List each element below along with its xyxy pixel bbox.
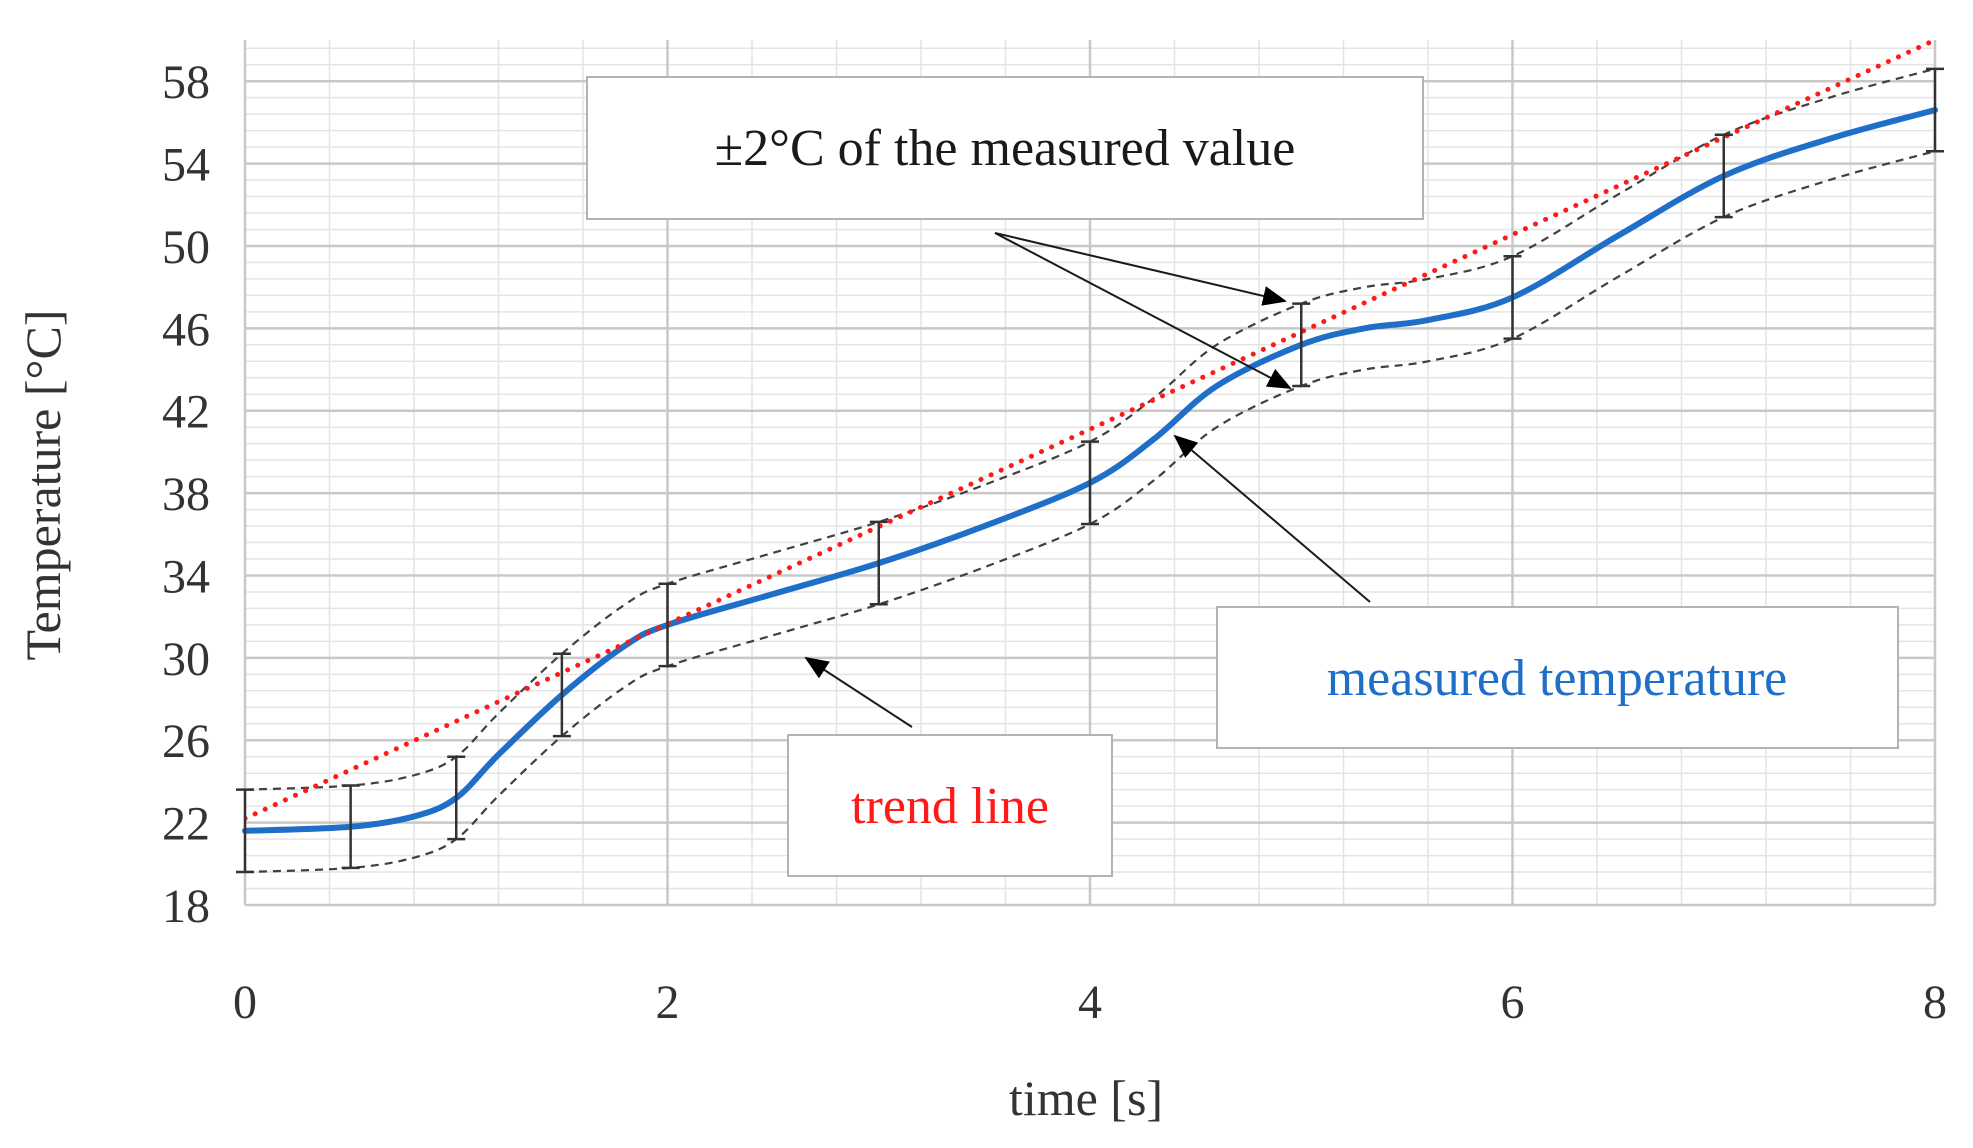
- measured-annotation: measured temperature: [1173, 434, 1899, 749]
- y-axis-title: Temperature [°C]: [15, 309, 71, 660]
- error-bar: [552, 652, 571, 738]
- y-tick-label: 38: [162, 468, 210, 521]
- error-bar: [236, 788, 254, 874]
- error-band-arrow-upper: [994, 232, 1287, 306]
- error-bar: [1081, 440, 1099, 526]
- series-line-trend: [245, 37, 1935, 821]
- error-bar: [1503, 255, 1522, 340]
- y-tick-label: 18: [162, 880, 210, 933]
- y-tick-label: 30: [162, 633, 210, 686]
- y-tick-labels: 18 22 26 30 34 38 42 46 50 54 58: [162, 56, 210, 933]
- error-bar: [1926, 67, 1944, 153]
- error-band-label: ±2°C of the measured value: [715, 120, 1296, 177]
- measured-label-box: [1216, 606, 1899, 749]
- x-axis-title: time [s]: [1009, 1070, 1163, 1126]
- error-band-label-box: [586, 76, 1424, 220]
- x-tick-label: 4: [1078, 976, 1102, 1029]
- trend-label-box: [787, 734, 1113, 877]
- error-bar: [341, 784, 360, 870]
- y-tick-label: 42: [162, 386, 210, 439]
- error-bar: [658, 582, 677, 668]
- error-band: [244, 67, 1936, 874]
- error-bar: [869, 520, 888, 606]
- series-line-measured: [242, 107, 1938, 834]
- error-band-annotation: ±2°C of the measured value: [586, 76, 1424, 389]
- error-bars: [236, 67, 1944, 874]
- y-tick-label: 58: [162, 56, 210, 109]
- y-tick-label: 34: [162, 550, 210, 603]
- trend-annotation: trend line: [787, 656, 1113, 877]
- y-tick-label: 54: [162, 139, 210, 192]
- y-tick-label: 26: [162, 715, 210, 768]
- error-bar: [1292, 302, 1311, 388]
- x-tick-label: 6: [1501, 976, 1525, 1029]
- x-tick-label: 8: [1923, 976, 1947, 1029]
- trend-label: trend line: [851, 778, 1049, 835]
- x-tick-label: 2: [656, 976, 680, 1029]
- x-tick-labels: 0 2 4 6 8: [233, 976, 1947, 1029]
- x-tick-label: 0: [233, 976, 257, 1029]
- error-bar: [447, 755, 466, 841]
- series-layer: [242, 37, 1938, 834]
- error-band-arrow-lower: [994, 232, 1292, 389]
- y-tick-label: 50: [162, 221, 210, 274]
- trend-arrow: [804, 656, 913, 728]
- error-bar: [1714, 133, 1733, 219]
- measured-label: measured temperature: [1327, 650, 1788, 707]
- y-tick-label: 22: [162, 798, 210, 851]
- error-band-upper: [244, 67, 1936, 791]
- y-tick-label: 46: [162, 303, 210, 356]
- measured-arrow: [1173, 434, 1371, 603]
- error-band-lower: [244, 150, 1936, 874]
